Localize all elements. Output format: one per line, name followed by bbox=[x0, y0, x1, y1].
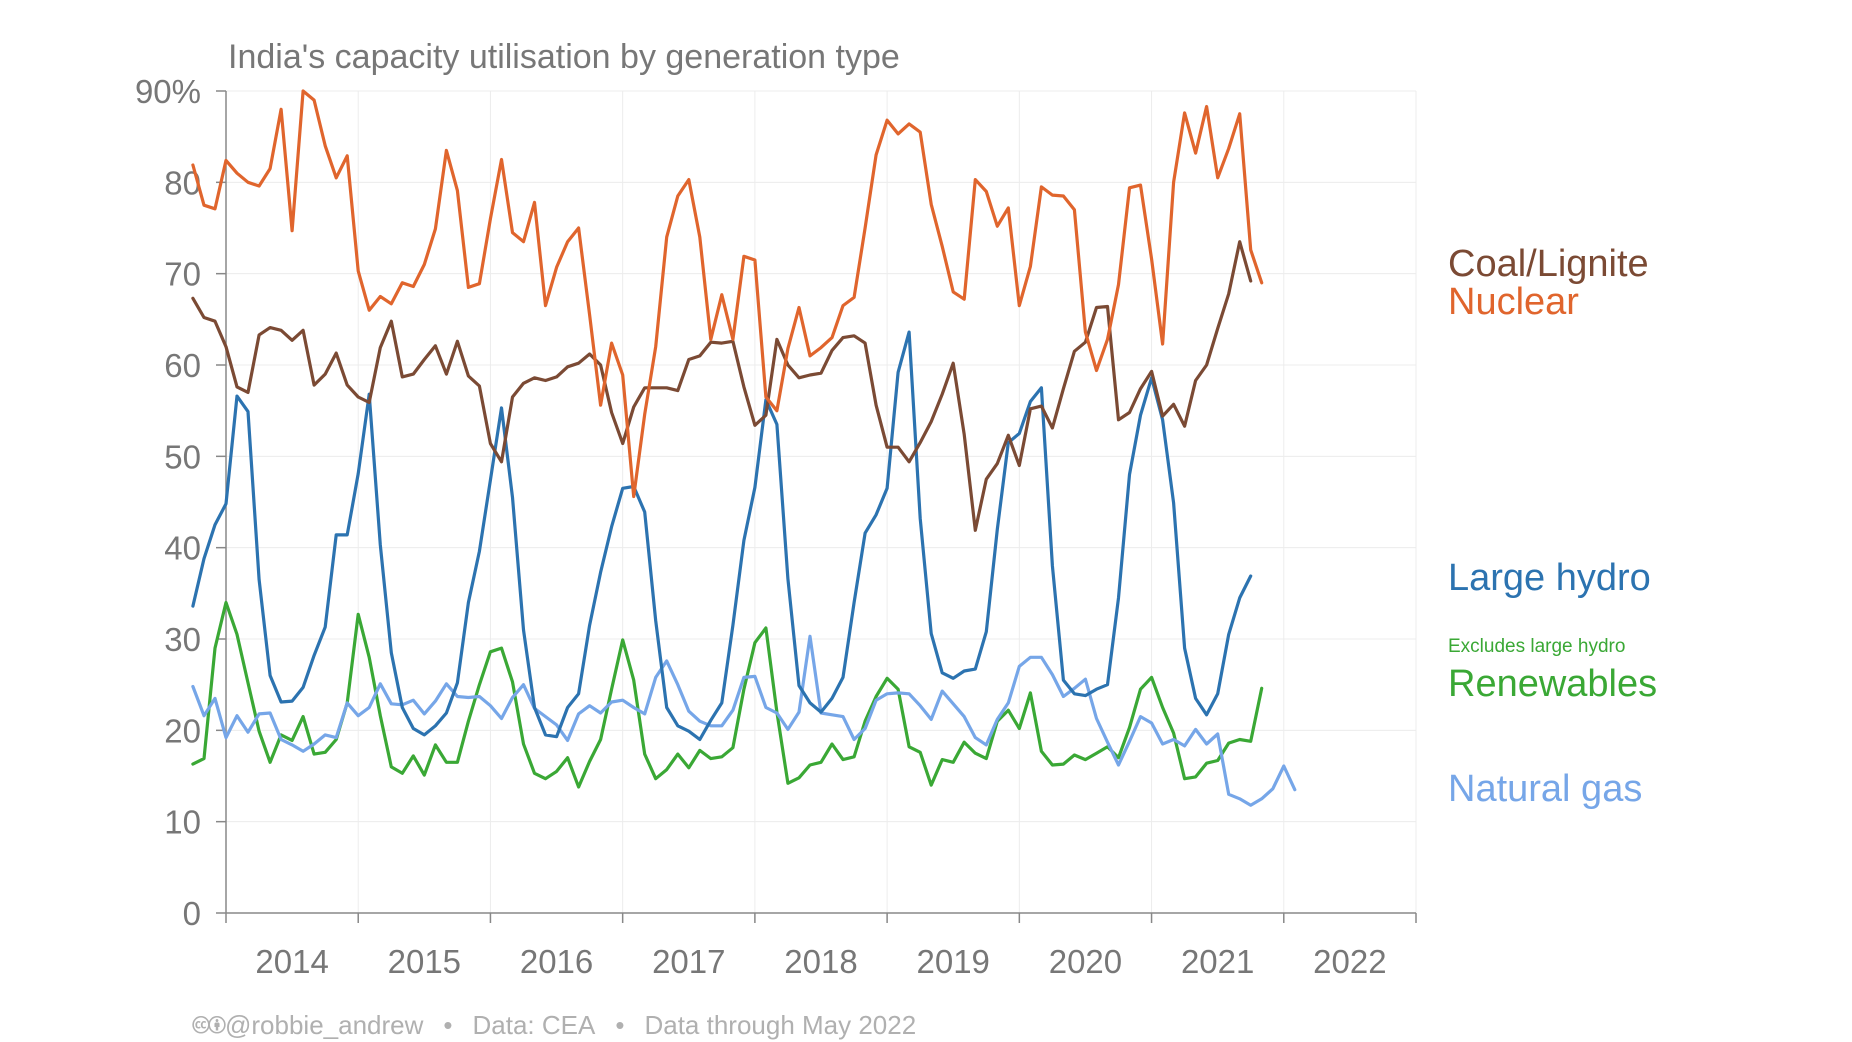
x-tick-label: 2016 bbox=[520, 943, 593, 980]
footer-data-through: Data through May 2022 bbox=[644, 1010, 916, 1040]
y-tick-label: 60 bbox=[164, 347, 201, 384]
x-tick-label: 2022 bbox=[1313, 943, 1386, 980]
label-coal-lignite: Coal/Lignite bbox=[1448, 243, 1649, 285]
series-line-hydro bbox=[191, 330, 1253, 742]
y-tick-label: 70 bbox=[164, 256, 201, 293]
series-lines bbox=[191, 89, 1297, 807]
cc-by-icon: 🅭🅯 bbox=[192, 1010, 226, 1040]
y-tick-label: 50 bbox=[164, 438, 201, 475]
x-tick-label: 2020 bbox=[1049, 943, 1122, 980]
footer-bullet-1: • bbox=[443, 1010, 452, 1040]
footer-credit: @robbie_andrew bbox=[225, 1010, 424, 1040]
footer-bullet-2: • bbox=[615, 1010, 624, 1040]
footer: 🅭🅯@robbie_andrew • Data: CEA • Data through … bbox=[192, 1010, 916, 1040]
footer-source: Data: CEA bbox=[473, 1010, 596, 1040]
x-tick-label: 2019 bbox=[917, 943, 990, 980]
y-tick-label: 30 bbox=[164, 621, 201, 658]
label-nuclear: Nuclear bbox=[1448, 281, 1579, 323]
x-tick-label: 2014 bbox=[255, 943, 328, 980]
series-line-renewables bbox=[191, 600, 1264, 789]
y-tick-label: 10 bbox=[164, 804, 201, 841]
label-renewables-note: Excludes large hydro bbox=[1448, 636, 1625, 657]
y-tick-label: 20 bbox=[164, 712, 201, 749]
label-large-hydro: Large hydro bbox=[1448, 557, 1651, 599]
y-tick-label: 90% bbox=[135, 73, 201, 110]
label-renewables: Renewables bbox=[1448, 663, 1657, 705]
grid bbox=[225, 90, 1417, 913]
series-line-gas bbox=[191, 634, 1297, 807]
y-tick-label: 40 bbox=[164, 530, 201, 567]
chart-title: India's capacity utilisation by generati… bbox=[228, 38, 900, 76]
svg-text:🅭🅯@robbie_andrew•Data: CEA•D: 🅭🅯@robbie_andrew • Data: CEA • Data through … bbox=[192, 1010, 916, 1040]
y-tick-label: 0 bbox=[183, 895, 201, 932]
x-tick-label: 2015 bbox=[388, 943, 461, 980]
x-tick-label: 2018 bbox=[784, 943, 857, 980]
series-line-coal bbox=[191, 240, 1253, 532]
x-tick-label: 2017 bbox=[652, 943, 725, 980]
label-natural-gas: Natural gas bbox=[1448, 768, 1642, 810]
series-line-nuclear bbox=[191, 89, 1264, 499]
x-tick-label: 2021 bbox=[1181, 943, 1254, 980]
